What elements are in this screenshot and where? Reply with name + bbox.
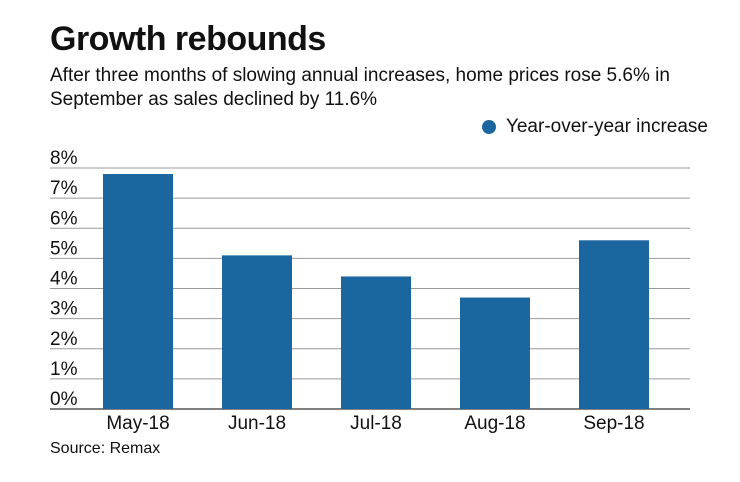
legend-dot-icon — [481, 120, 496, 134]
y-tick-label: 4% — [50, 269, 78, 290]
source-note: Source: Remax — [50, 440, 161, 457]
x-tick-label: Jul-18 — [350, 413, 402, 434]
y-tick-label: 2% — [50, 329, 78, 350]
x-tick-label: Jun-18 — [228, 413, 286, 434]
bar-jun-18 — [222, 255, 292, 409]
chart-subtitle: After three months of slowing annual inc… — [50, 65, 670, 110]
y-tick-label: 6% — [50, 208, 78, 229]
y-tick-label: 7% — [50, 178, 78, 199]
bar-jul-18 — [341, 276, 411, 409]
y-tick-label: 1% — [50, 359, 78, 380]
bar-sep-18 — [579, 240, 649, 409]
y-tick-label: 5% — [50, 238, 78, 259]
chart-title: Growth rebounds — [50, 20, 326, 58]
x-tick-label: Aug-18 — [464, 413, 525, 434]
bar-may-18 — [103, 174, 173, 409]
x-tick-label: May-18 — [106, 413, 169, 434]
legend-label: Year-over-year increase — [505, 116, 708, 137]
y-tick-label: 0% — [50, 389, 78, 410]
bar-aug-18 — [460, 297, 530, 409]
legend: Year-over-year increase — [481, 116, 708, 138]
x-tick-label: Sep-18 — [583, 413, 644, 434]
y-tick-label: 8% — [50, 148, 78, 169]
y-tick-label: 3% — [50, 299, 78, 320]
